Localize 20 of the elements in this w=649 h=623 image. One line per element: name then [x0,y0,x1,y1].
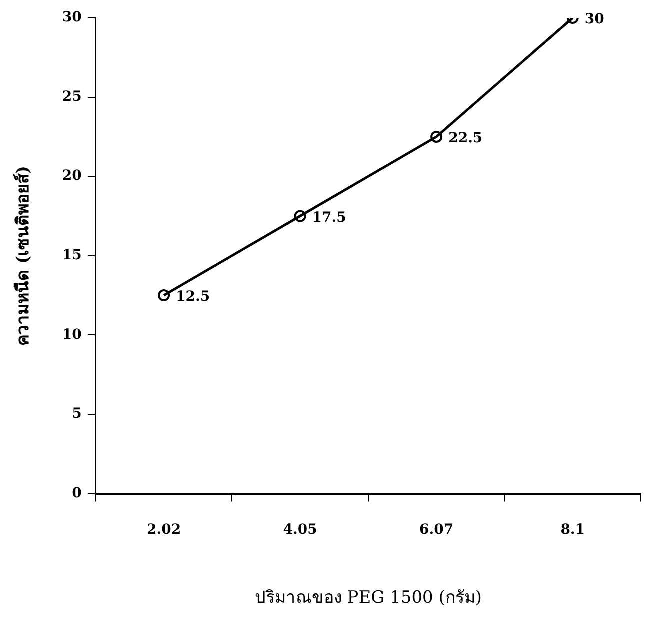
x-tick-label: 6.07 [420,522,454,538]
data-label: 30 [584,12,605,28]
x-axis-title: ปริมาณของ PEG 1500 (กรัม) [254,588,482,608]
point [430,130,443,143]
point [294,210,306,222]
point [158,290,170,302]
y-tick-label: 15 [62,248,82,264]
y-tick-label: 5 [72,406,82,422]
y-tick-label: 25 [62,88,82,105]
x-tick-label: 8.1 [560,522,586,538]
data-label: 12.5 [176,289,210,306]
x-tick-label: 2.02 [146,522,182,538]
x-tick-label: 4.05 [283,522,318,538]
y-axis-title: ความหนืด (เซนติพอยส์) [12,166,34,346]
data-label: 17.5 [312,210,346,226]
y-tick-label: 0 [72,485,82,502]
y-tick-label: 30 [62,10,82,26]
y-tick-label: 20 [62,168,82,184]
y-tick-label: 10 [62,326,82,343]
data-label: 22.5 [448,130,483,147]
